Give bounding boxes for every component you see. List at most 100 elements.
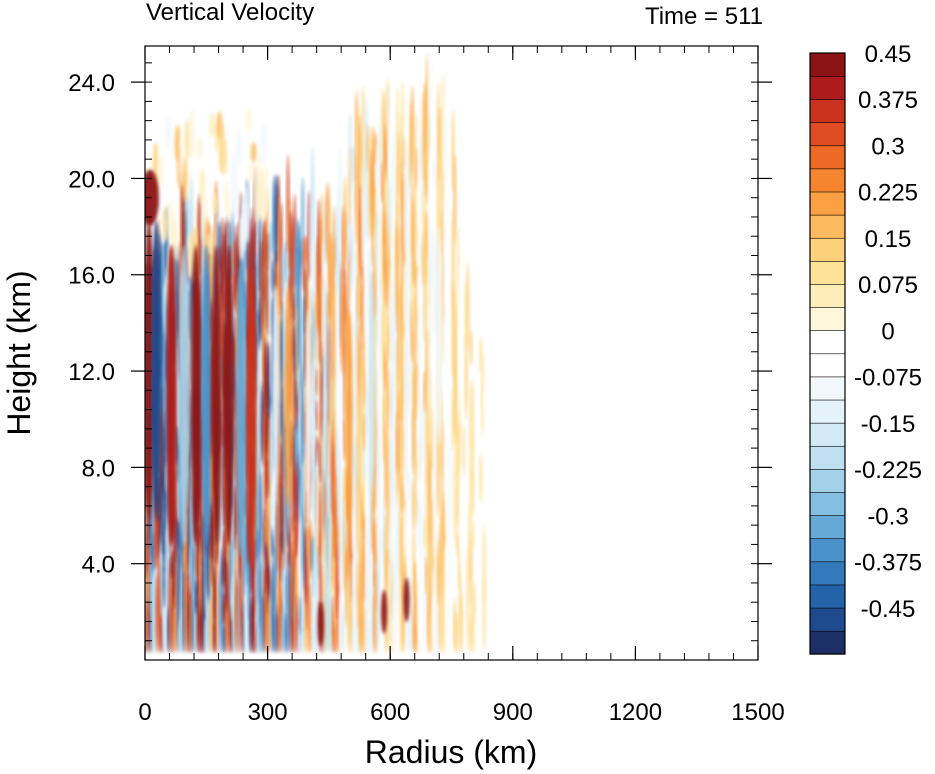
- colorbar-label: 0.15: [865, 226, 912, 253]
- colorbar-label: 0.375: [858, 87, 918, 114]
- y-tick-label: 12.0: [68, 359, 115, 386]
- field-streak: [474, 610, 478, 653]
- colorbar-bin: [809, 491, 846, 516]
- field-streak: [479, 561, 483, 653]
- colorbar-bin: [809, 168, 846, 193]
- colorbar-bin: [809, 515, 846, 540]
- field-streak: [459, 572, 463, 653]
- colorbar-bin: [809, 283, 846, 308]
- field-streak: [196, 135, 203, 161]
- colorbar-bin: [809, 630, 846, 655]
- field-streak: [425, 209, 429, 259]
- field-feature: [151, 221, 162, 522]
- field-streak: [456, 486, 460, 530]
- field-streak: [428, 49, 432, 155]
- field-streak: [404, 92, 408, 186]
- colorbar-bin: [809, 330, 846, 355]
- field-streak: [332, 206, 336, 299]
- field-streak: [454, 613, 458, 653]
- y-tick-label: 8.0: [82, 455, 115, 482]
- colorbar-bin: [809, 422, 846, 447]
- colorbar-bin: [809, 561, 846, 586]
- field-streak: [464, 331, 468, 421]
- colorbar-bin: [809, 237, 846, 262]
- field-streak: [469, 532, 473, 612]
- x-axis-label: Radius (km): [365, 734, 537, 770]
- field-feature: [368, 273, 375, 494]
- field-streak: [471, 377, 475, 485]
- field-streak: [186, 232, 193, 278]
- colorbar-bin: [809, 191, 846, 216]
- colorbar-bin: [809, 445, 846, 470]
- field-streak: [459, 298, 463, 386]
- colorbar-frame: [809, 52, 846, 655]
- field-streak: [255, 154, 262, 177]
- field-streak: [481, 352, 485, 436]
- field-feature: [211, 245, 222, 546]
- x-tick-label: 1500: [731, 699, 784, 726]
- x-tick-label: 0: [138, 699, 151, 726]
- field-streak: [182, 156, 189, 202]
- x-tick-label: 900: [493, 699, 533, 726]
- field-streak: [338, 145, 342, 256]
- field-streak: [157, 155, 164, 188]
- field-streak: [162, 206, 169, 242]
- y-axis-label: Height (km): [1, 270, 37, 435]
- field-feature: [305, 309, 312, 530]
- field-feature: [223, 245, 234, 546]
- colorbar-label: -0.3: [867, 503, 908, 530]
- field-feature: [285, 285, 292, 506]
- field-streak: [453, 441, 457, 549]
- field-streak: [209, 112, 216, 137]
- colorbar-label: 0.225: [858, 180, 918, 207]
- field-streak: [189, 108, 196, 160]
- field-feature: [403, 577, 410, 622]
- field-streak: [301, 176, 305, 259]
- field-streak: [396, 198, 400, 266]
- field-streak: [348, 113, 352, 161]
- field-feature: [246, 269, 257, 570]
- field-streak: [172, 228, 179, 261]
- colorbar-bin: [809, 260, 846, 285]
- x-tick-label: 300: [248, 699, 288, 726]
- field-streak: [233, 182, 240, 221]
- field-streak: [184, 119, 191, 161]
- field-streak: [432, 81, 435, 173]
- colorbar-bin: [809, 75, 846, 100]
- field-streak: [425, 155, 429, 208]
- field-streak: [484, 378, 488, 423]
- field-streak: [451, 211, 455, 313]
- colorbar-label: -0.45: [861, 596, 916, 623]
- field-streak: [376, 574, 380, 653]
- field-streak: [479, 484, 483, 567]
- colorbar-bin: [809, 353, 846, 378]
- y-tick-label: 24.0: [68, 70, 115, 97]
- colorbar-bin: [809, 538, 846, 563]
- field-streak: [430, 220, 434, 261]
- colorbar-label: -0.075: [854, 365, 922, 392]
- field-streak: [211, 191, 218, 215]
- field-feature: [191, 245, 202, 546]
- field-streak: [235, 126, 242, 169]
- chart-title: Vertical Velocity: [146, 0, 314, 26]
- y-tick-label: 4.0: [82, 552, 115, 579]
- field-streak: [456, 528, 460, 559]
- field-streak: [471, 519, 475, 550]
- time-label: Time = 511: [645, 3, 763, 30]
- colorbar-bin: [809, 376, 846, 401]
- field-feature: [346, 309, 353, 530]
- colorbar-label: 0.075: [858, 272, 918, 299]
- field-feature: [272, 285, 279, 506]
- colorbar-label: 0.3: [871, 134, 904, 161]
- x-tick-label: 600: [370, 699, 410, 726]
- y-tick-label: 20.0: [68, 166, 115, 193]
- colorbar: 0.45 0.375 0.3 0.225 0.15 0.075 0 -0.075 -0.15 -0…: [809, 41, 922, 655]
- colorbar-bin: [809, 52, 846, 77]
- field-streak: [482, 522, 486, 604]
- field-feature: [201, 245, 212, 546]
- colorbar-label: 0.45: [865, 41, 912, 68]
- colorbar-bin: [809, 306, 846, 331]
- field-streak: [316, 464, 319, 572]
- field-streak: [243, 186, 250, 243]
